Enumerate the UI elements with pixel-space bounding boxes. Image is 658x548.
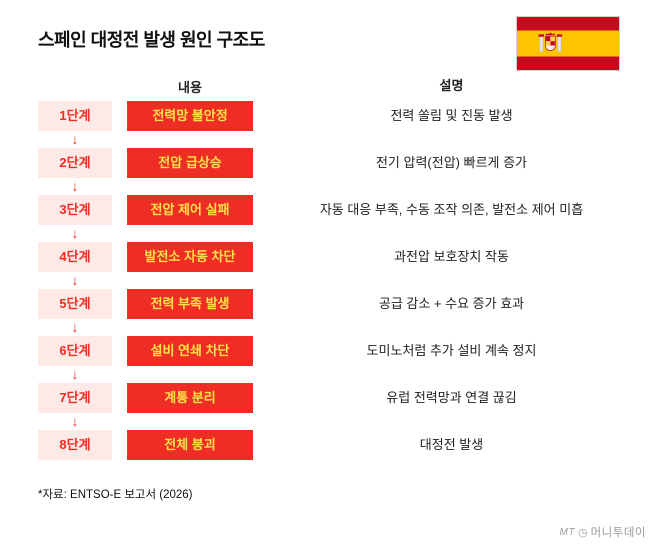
flow-diagram: 1단계 전력망 불안정 전력 쏠림 및 진동 발생 ↓ 2단계 전압 급상승 전… [38,101,620,460]
column-header-content: 내용 [178,79,202,95]
stage-label: 7단계 [38,383,112,413]
moneytoday-name: 머니투데이 [590,527,646,539]
down-arrow-icon: ↓ [71,319,79,335]
down-arrow-icon: ↓ [71,178,79,194]
stage-label: 2단계 [38,148,112,178]
spain-flag-graphic [517,17,619,70]
stage-description: 도미노처럼 추가 설비 계속 정지 [366,343,537,359]
stage-content-box: 계통 분리 [127,383,253,413]
stage-label: 6단계 [38,336,112,366]
source-note: *자료: ENTSO-E 보고서 (2026) [38,489,193,501]
stage-content-box: 전압 제어 실패 [127,195,253,225]
spain-flag-image [516,16,620,71]
moneytoday-mt-logo: MT [559,526,575,538]
down-arrow-icon: ↓ [71,272,79,288]
stage-content-box: 전압 급상승 [127,148,253,178]
stage-description: 전력 쏠림 및 진동 발생 [390,108,513,124]
stage-label: 5단계 [38,289,112,319]
header: 스페인 대정전 발생 원인 구조도 [38,16,620,71]
stage-description: 과전압 보호장치 작동 [394,249,509,265]
stage-row-6: 6단계 설비 연쇄 차단 도미노처럼 추가 설비 계속 정지 [38,336,620,366]
column-headers: 내용 설명 [38,75,620,97]
down-arrow-icon: ↓ [71,366,79,382]
stage-label: 1단계 [38,101,112,131]
stage-label: 3단계 [38,195,112,225]
stage-row-8: 8단계 전체 붕괴 대정전 발생 [38,430,620,460]
page-title: 스페인 대정전 발생 원인 구조도 [38,30,265,50]
stage-content-box: 전체 붕괴 [127,430,253,460]
stage-row-2: 2단계 전압 급상승 전기 압력(전압) 빠르게 증가 [38,148,620,178]
down-arrow-icon: ↓ [71,131,79,147]
stage-content-box: 발전소 자동 차단 [127,242,253,272]
stage-label: 8단계 [38,430,112,460]
stage-description: 전기 압력(전압) 빠르게 증가 [375,155,528,171]
clock-icon: ◷ [577,526,588,539]
stage-description: 자동 대응 부족, 수동 조작 의존, 발전소 제어 미흡 [319,202,584,218]
stage-row-3: 3단계 전압 제어 실패 자동 대응 부족, 수동 조작 의존, 발전소 제어 … [38,195,620,225]
moneytoday-watermark: MT ◷ 머니투데이 [560,524,646,540]
column-header-description: 설명 [439,78,464,94]
stage-description: 공급 감소 + 수요 증가 효과 [378,296,525,312]
down-arrow-icon: ↓ [71,413,79,429]
stage-description: 유럽 전력망과 연결 끊김 [386,390,517,406]
stage-content-box: 전력망 불안정 [127,101,253,131]
down-arrow-icon: ↓ [71,225,79,241]
spain-coat-of-arms [538,32,563,52]
stage-content-box: 설비 연쇄 차단 [127,336,253,366]
stage-row-5: 5단계 전력 부족 발생 공급 감소 + 수요 증가 효과 [38,289,620,319]
stage-row-7: 7단계 계통 분리 유럽 전력망과 연결 끊김 [38,383,620,413]
stage-description: 대정전 발생 [419,437,484,453]
stage-row-4: 4단계 발전소 자동 차단 과전압 보호장치 작동 [38,242,620,272]
stage-row-1: 1단계 전력망 불안정 전력 쏠림 및 진동 발생 [38,101,620,131]
stage-content-box: 전력 부족 발생 [127,289,253,319]
stage-label: 4단계 [38,242,112,272]
